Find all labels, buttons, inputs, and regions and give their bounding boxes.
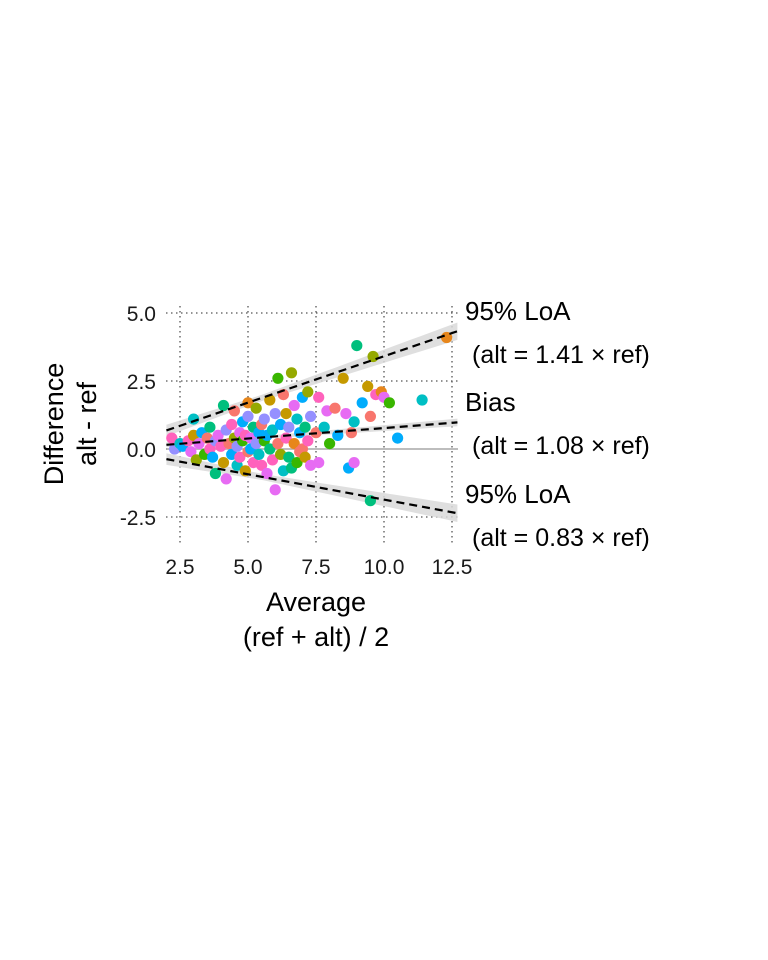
data-point: [190, 454, 202, 466]
data-point: [209, 467, 221, 480]
lower-loa-line: [166, 458, 458, 515]
x-tick-label: 7.5: [301, 556, 330, 579]
lower-loa-equation: (alt = 0.83 × ref): [472, 524, 650, 552]
data-points: [166, 331, 453, 507]
data-point: [280, 408, 292, 420]
x-tick-label: 2.5: [165, 556, 194, 579]
data-point: [299, 421, 311, 433]
bias-line: [166, 421, 458, 446]
data-point: [269, 408, 281, 420]
data-point: [266, 454, 279, 466]
data-point: [188, 413, 200, 425]
data-point: [242, 410, 254, 422]
data-point: [266, 424, 279, 436]
data-point: [261, 467, 273, 480]
data-point: [291, 413, 303, 425]
data-point: [226, 418, 238, 431]
x-tick-label: 5.0: [233, 556, 262, 579]
data-point: [302, 435, 314, 447]
data-point: [348, 416, 360, 428]
tick-labels: 2.5 5.0 7.5 10.0 12.5 -2.5 0.0 2.5 5.0: [120, 303, 473, 579]
data-point: [383, 397, 395, 409]
x-tick-label: 10.0: [364, 556, 405, 579]
data-point: [340, 408, 352, 420]
data-point: [356, 397, 368, 409]
data-point: [351, 340, 363, 352]
data-point: [272, 438, 284, 450]
data-point: [166, 432, 178, 444]
line-annotations: 95% LoA (alt = 1.41 × ref) Bias (alt = 1…: [465, 296, 650, 552]
data-point: [313, 391, 325, 403]
data-point: [362, 380, 374, 392]
data-point: [258, 413, 270, 425]
regression-lines: [166, 330, 458, 515]
data-point: [348, 457, 360, 469]
data-point: [305, 410, 317, 422]
bias-label: Bias: [465, 387, 516, 417]
data-point: [392, 432, 404, 444]
data-point: [207, 451, 219, 463]
data-point: [324, 438, 336, 450]
data-point: [364, 410, 376, 422]
y-axis-title-line2: alt - ref: [72, 381, 102, 466]
data-point: [288, 438, 300, 450]
y-tick-label: 0.0: [127, 439, 156, 462]
data-point: [299, 451, 311, 463]
data-point: [212, 429, 224, 441]
data-point: [416, 394, 428, 406]
data-point: [264, 443, 276, 455]
data-point: [291, 457, 303, 469]
y-tick-label: 2.5: [127, 371, 156, 394]
x-tick-label: 12.5: [432, 556, 473, 579]
y-tick-label: 5.0: [127, 303, 156, 326]
data-point: [313, 457, 325, 469]
data-point: [242, 397, 254, 409]
upper-loa-equation: (alt = 1.41 × ref): [472, 341, 650, 369]
data-point: [256, 459, 268, 471]
data-point: [193, 438, 205, 450]
data-point: [185, 446, 197, 458]
data-point: [253, 448, 265, 460]
data-point: [283, 421, 295, 433]
data-point: [283, 451, 295, 463]
data-point: [250, 402, 262, 414]
data-point: [329, 402, 341, 414]
data-point: [220, 473, 232, 485]
data-point: [234, 451, 246, 463]
data-point: [204, 421, 216, 433]
data-point: [217, 457, 230, 469]
data-point: [285, 367, 298, 379]
x-axis-title-line2: (ref + alt) / 2: [243, 622, 389, 652]
data-point: [217, 399, 230, 412]
data-point: [269, 484, 281, 496]
axis-titles: Average (ref + alt) / 2 Difference alt -…: [39, 363, 389, 652]
upper-loa-label: 95% LoA: [465, 296, 571, 326]
data-point: [288, 399, 300, 412]
y-axis-title-line1: Difference: [39, 363, 69, 486]
bias-equation: (alt = 1.08 × ref): [472, 432, 650, 460]
data-point: [345, 427, 357, 439]
x-axis-title-line1: Average: [266, 587, 366, 617]
y-tick-label: -2.5: [120, 507, 156, 530]
upper-loa-band: [166, 322, 458, 437]
data-point: [272, 372, 284, 384]
data-point: [337, 372, 349, 384]
data-point: [318, 421, 330, 433]
data-point: [302, 386, 314, 398]
lower-loa-label: 95% LoA: [465, 479, 571, 509]
